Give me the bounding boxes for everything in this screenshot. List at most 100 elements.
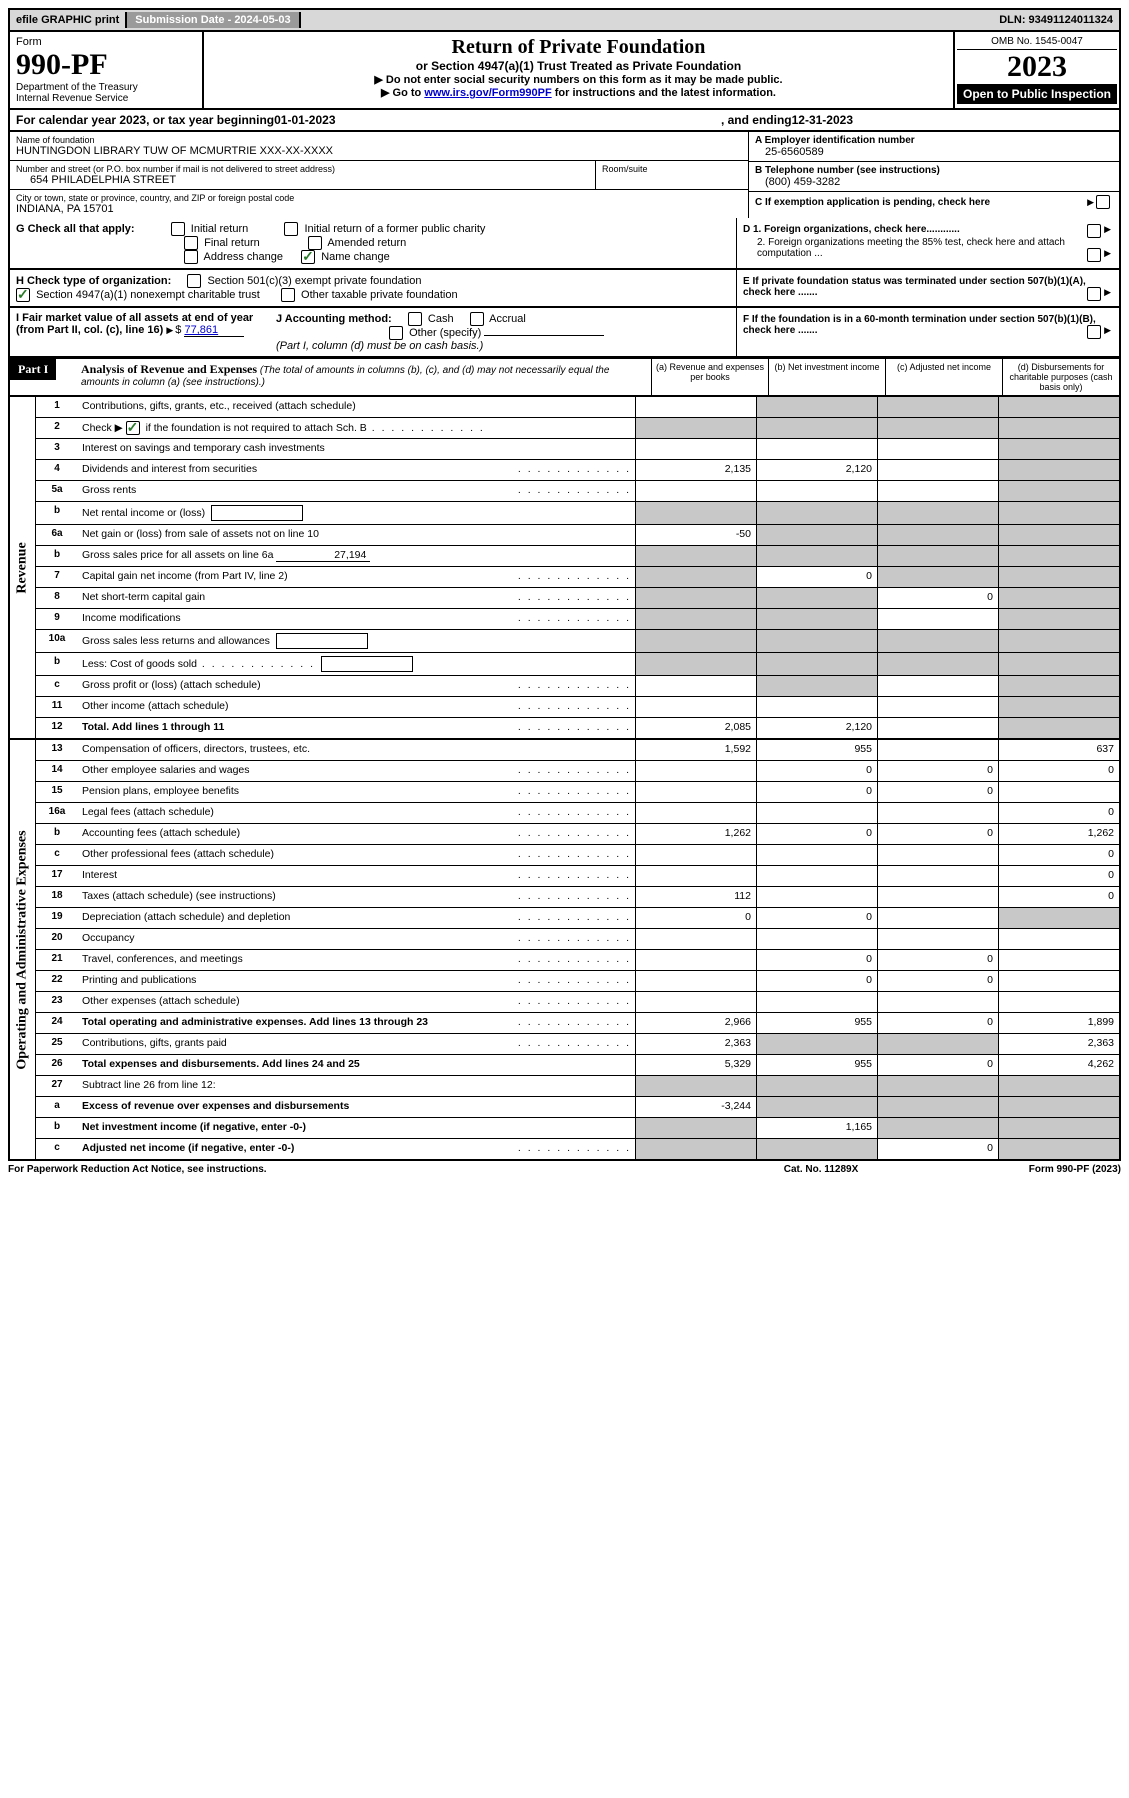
d1-label: D 1. Foreign organizations, check here..… <box>743 224 960 235</box>
line-26-c: 0 <box>877 1055 998 1075</box>
line-8-desc: Net short-term capital gain <box>78 588 635 608</box>
line-16b-desc: Accounting fees (attach schedule) <box>78 824 635 844</box>
d2-checkbox[interactable] <box>1087 248 1101 262</box>
tax-year: 2023 <box>957 50 1117 84</box>
line-14-b: 0 <box>756 761 877 781</box>
efile-print-button[interactable]: efile GRAPHIC print <box>10 12 127 28</box>
d1-checkbox[interactable] <box>1087 224 1101 238</box>
h-4947-checkbox[interactable] <box>16 288 30 302</box>
line-22-b: 0 <box>756 971 877 991</box>
g-label: G Check all that apply: <box>16 223 135 235</box>
info-grid: Name of foundation HUNTINGDON LIBRARY TU… <box>8 132 1121 218</box>
h-4947-label: Section 4947(a)(1) nonexempt charitable … <box>36 289 260 301</box>
section-g-d: G Check all that apply: Initial return I… <box>8 218 1121 270</box>
line-10b-desc: Less: Cost of goods sold <box>78 653 635 675</box>
ein-val: 25-6560589 <box>755 146 1113 158</box>
line-12-b: 2,120 <box>756 718 877 738</box>
line-16b-a: 1,262 <box>635 824 756 844</box>
name-change-label: Name change <box>321 251 390 263</box>
col-a-head: (a) Revenue and expenses per books <box>651 359 768 395</box>
line-13-d: 637 <box>998 740 1119 760</box>
line-24-d: 1,899 <box>998 1013 1119 1033</box>
city-val: INDIANA, PA 15701 <box>16 203 742 215</box>
line-20-desc: Occupancy <box>78 929 635 949</box>
name-change-checkbox[interactable] <box>301 250 315 264</box>
final-return-label: Final return <box>204 237 260 249</box>
line-8-c: 0 <box>877 588 998 608</box>
line-4-a: 2,135 <box>635 460 756 480</box>
line-18-a: 112 <box>635 887 756 907</box>
part1-header-row: Part I Analysis of Revenue and Expenses … <box>8 358 1121 397</box>
form-ref: Form 990-PF (2023) <box>921 1164 1121 1175</box>
part1-title: Analysis of Revenue and Expenses <box>81 362 257 376</box>
line-9-desc: Income modifications <box>78 609 635 629</box>
exemption-checkbox[interactable] <box>1096 195 1110 209</box>
line-22-c: 0 <box>877 971 998 991</box>
initial-return-label: Initial return <box>191 223 248 235</box>
line-16c-d: 0 <box>998 845 1119 865</box>
addr-change-checkbox[interactable] <box>184 250 198 264</box>
line-19-b: 0 <box>756 908 877 928</box>
fmv-link[interactable]: 77,861 <box>184 324 244 337</box>
line-27a-desc: Excess of revenue over expenses and disb… <box>78 1097 635 1117</box>
line-15-desc: Pension plans, employee benefits <box>78 782 635 802</box>
revenue-table: Revenue 1Contributions, gifts, grants, e… <box>8 397 1121 740</box>
other-method-checkbox[interactable] <box>389 326 403 340</box>
section-i-j-f: I Fair market value of all assets at end… <box>8 308 1121 358</box>
line-6a-a: -50 <box>635 525 756 545</box>
form-header: Form 990-PF Department of the Treasury I… <box>8 32 1121 110</box>
cash-label: Cash <box>428 313 454 325</box>
line-16a-d: 0 <box>998 803 1119 823</box>
line-14-desc: Other employee salaries and wages <box>78 761 635 781</box>
line-16b-c: 0 <box>877 824 998 844</box>
line-27c-desc: Adjusted net income (if negative, enter … <box>78 1139 635 1159</box>
h-501c3-checkbox[interactable] <box>187 274 201 288</box>
line-17-desc: Interest <box>78 866 635 886</box>
line-16a-desc: Legal fees (attach schedule) <box>78 803 635 823</box>
h-501c3-label: Section 501(c)(3) exempt private foundat… <box>207 275 421 287</box>
line-5a-desc: Gross rents <box>78 481 635 501</box>
j-label: J Accounting method: <box>276 313 392 325</box>
col-b-head: (b) Net investment income <box>768 359 885 395</box>
accrual-checkbox[interactable] <box>470 312 484 326</box>
line-24-a: 2,966 <box>635 1013 756 1033</box>
expenses-table: Operating and Administrative Expenses 13… <box>8 740 1121 1161</box>
f-checkbox[interactable] <box>1087 325 1101 339</box>
e-label: E If private foundation status was termi… <box>743 276 1086 298</box>
initial-return-checkbox[interactable] <box>171 222 185 236</box>
page-footer: For Paperwork Reduction Act Notice, see … <box>8 1161 1121 1178</box>
line-16b-d: 1,262 <box>998 824 1119 844</box>
final-return-checkbox[interactable] <box>184 236 198 250</box>
line-3-desc: Interest on savings and temporary cash i… <box>78 439 635 459</box>
line-22-desc: Printing and publications <box>78 971 635 991</box>
line-4-b: 2,120 <box>756 460 877 480</box>
section-h-e: H Check type of organization: Section 50… <box>8 270 1121 308</box>
line-7-desc: Capital gain net income (from Part IV, l… <box>78 567 635 587</box>
cash-checkbox[interactable] <box>408 312 422 326</box>
instr-post: for instructions and the latest informat… <box>552 87 776 99</box>
amended-return-label: Amended return <box>327 237 406 249</box>
addr-label: Number and street (or P.O. box number if… <box>16 164 589 174</box>
h-other-checkbox[interactable] <box>281 288 295 302</box>
line-2-desc: Check ▶ if the foundation is not require… <box>78 418 635 438</box>
line-6b-desc: Gross sales price for all assets on line… <box>78 546 635 566</box>
irs-link[interactable]: www.irs.gov/Form990PF <box>424 87 551 99</box>
line-12-a: 2,085 <box>635 718 756 738</box>
line-21-c: 0 <box>877 950 998 970</box>
ein-label: A Employer identification number <box>755 135 1113 146</box>
calendar-year-row: For calendar year 2023, or tax year begi… <box>8 110 1121 132</box>
line-18-d: 0 <box>998 887 1119 907</box>
instr-link-row: ▶ Go to www.irs.gov/Form990PF for instru… <box>214 86 943 99</box>
city-label: City or town, state or province, country… <box>16 193 742 203</box>
form-title: Return of Private Foundation <box>214 36 943 59</box>
schb-checkbox[interactable] <box>126 421 140 435</box>
initial-former-checkbox[interactable] <box>284 222 298 236</box>
line-18-desc: Taxes (attach schedule) (see instruction… <box>78 887 635 907</box>
line-13-desc: Compensation of officers, directors, tru… <box>78 740 635 760</box>
street-addr: 654 PHILADELPHIA STREET <box>16 174 589 186</box>
e-checkbox[interactable] <box>1087 287 1101 301</box>
accrual-label: Accrual <box>489 313 526 325</box>
h-other-label: Other taxable private foundation <box>301 289 458 301</box>
cal-pre: For calendar year 2023, or tax year begi… <box>16 113 274 127</box>
f-label: F If the foundation is in a 60-month ter… <box>743 314 1096 336</box>
